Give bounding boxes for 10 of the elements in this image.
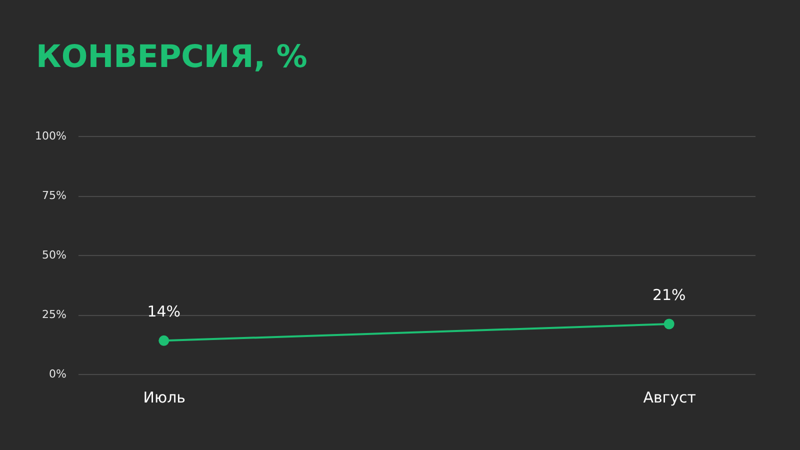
- y-tick-label: 0%: [49, 368, 66, 380]
- x-tick-label: Август: [643, 388, 696, 406]
- data-label: 14%: [147, 302, 181, 321]
- x-tick-label: Июль: [143, 388, 186, 406]
- y-tick-label: 25%: [42, 308, 66, 321]
- y-tick-label: 100%: [35, 130, 66, 142]
- chart-title: КОНВЕРСИЯ, %: [36, 39, 308, 75]
- y-tick-label: 75%: [42, 189, 66, 202]
- y-tick-label: 50%: [42, 248, 66, 262]
- data-label: 21%: [652, 286, 686, 304]
